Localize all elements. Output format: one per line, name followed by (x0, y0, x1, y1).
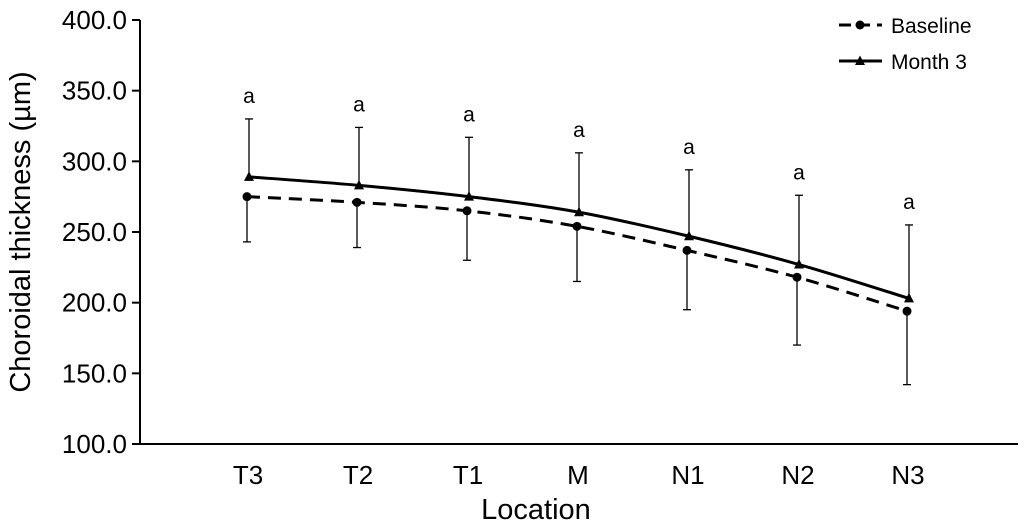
data-point-month-3 (464, 191, 474, 201)
significance-label: a (573, 119, 585, 142)
y-tick-label: 150.0 (62, 358, 127, 388)
data-point-month-3 (574, 206, 584, 217)
y-axis-ticks: 100.0 150.0 200.0 250.0 300.0 350.0 400.0 (62, 5, 140, 459)
y-tick-label: 100.0 (62, 429, 127, 459)
legend-label-baseline: Baseline (891, 15, 972, 38)
significance-label: a (353, 93, 365, 116)
y-tick-label: 400.0 (62, 5, 127, 35)
x-tick-label: T3 (233, 460, 263, 490)
significance-label: a (683, 136, 695, 159)
x-tick-label: N2 (781, 460, 814, 490)
series-markers (242, 171, 914, 316)
series-lines (246, 175, 910, 313)
data-point-month-3 (354, 179, 364, 190)
data-point-month-3 (904, 292, 914, 303)
x-tick-label: T2 (343, 460, 373, 490)
legend-marker-baseline (855, 20, 865, 30)
significance-label: a (243, 85, 255, 108)
data-point-baseline (902, 306, 912, 316)
data-point-month-3 (244, 171, 254, 181)
data-point-baseline (242, 192, 252, 202)
x-tick-label: T1 (453, 460, 483, 490)
data-point-baseline (462, 206, 472, 216)
significance-label: a (463, 103, 475, 126)
data-point-month-3 (794, 259, 804, 269)
y-axis-title: Choroidal thickness (µm) (5, 71, 37, 392)
data-point-month-3 (684, 230, 694, 241)
significance-label: a (793, 161, 805, 184)
error-bars (243, 118, 913, 386)
x-axis-ticks: T3 T2 T1 M N1 N2 N3 (233, 460, 925, 490)
y-tick-label: 300.0 (62, 146, 127, 176)
y-tick-label: 200.0 (62, 288, 127, 318)
legend-label-month-3: Month 3 (891, 51, 967, 74)
x-tick-label: N3 (891, 460, 924, 490)
x-tick-label: N1 (671, 460, 704, 490)
significance-labels: a a a a a a a (243, 85, 915, 214)
x-axis-title: Location (481, 494, 591, 526)
legend: Baseline Month 3 (839, 15, 972, 74)
y-tick-label: 350.0 (62, 76, 127, 106)
y-tick-label: 250.0 (62, 217, 127, 247)
significance-label: a (903, 191, 915, 214)
x-tick-label: M (567, 460, 589, 490)
data-point-baseline (352, 197, 362, 207)
data-point-baseline (682, 245, 692, 255)
data-point-baseline (572, 221, 582, 231)
legend-marker-month-3 (855, 55, 865, 65)
data-point-baseline (792, 272, 802, 282)
